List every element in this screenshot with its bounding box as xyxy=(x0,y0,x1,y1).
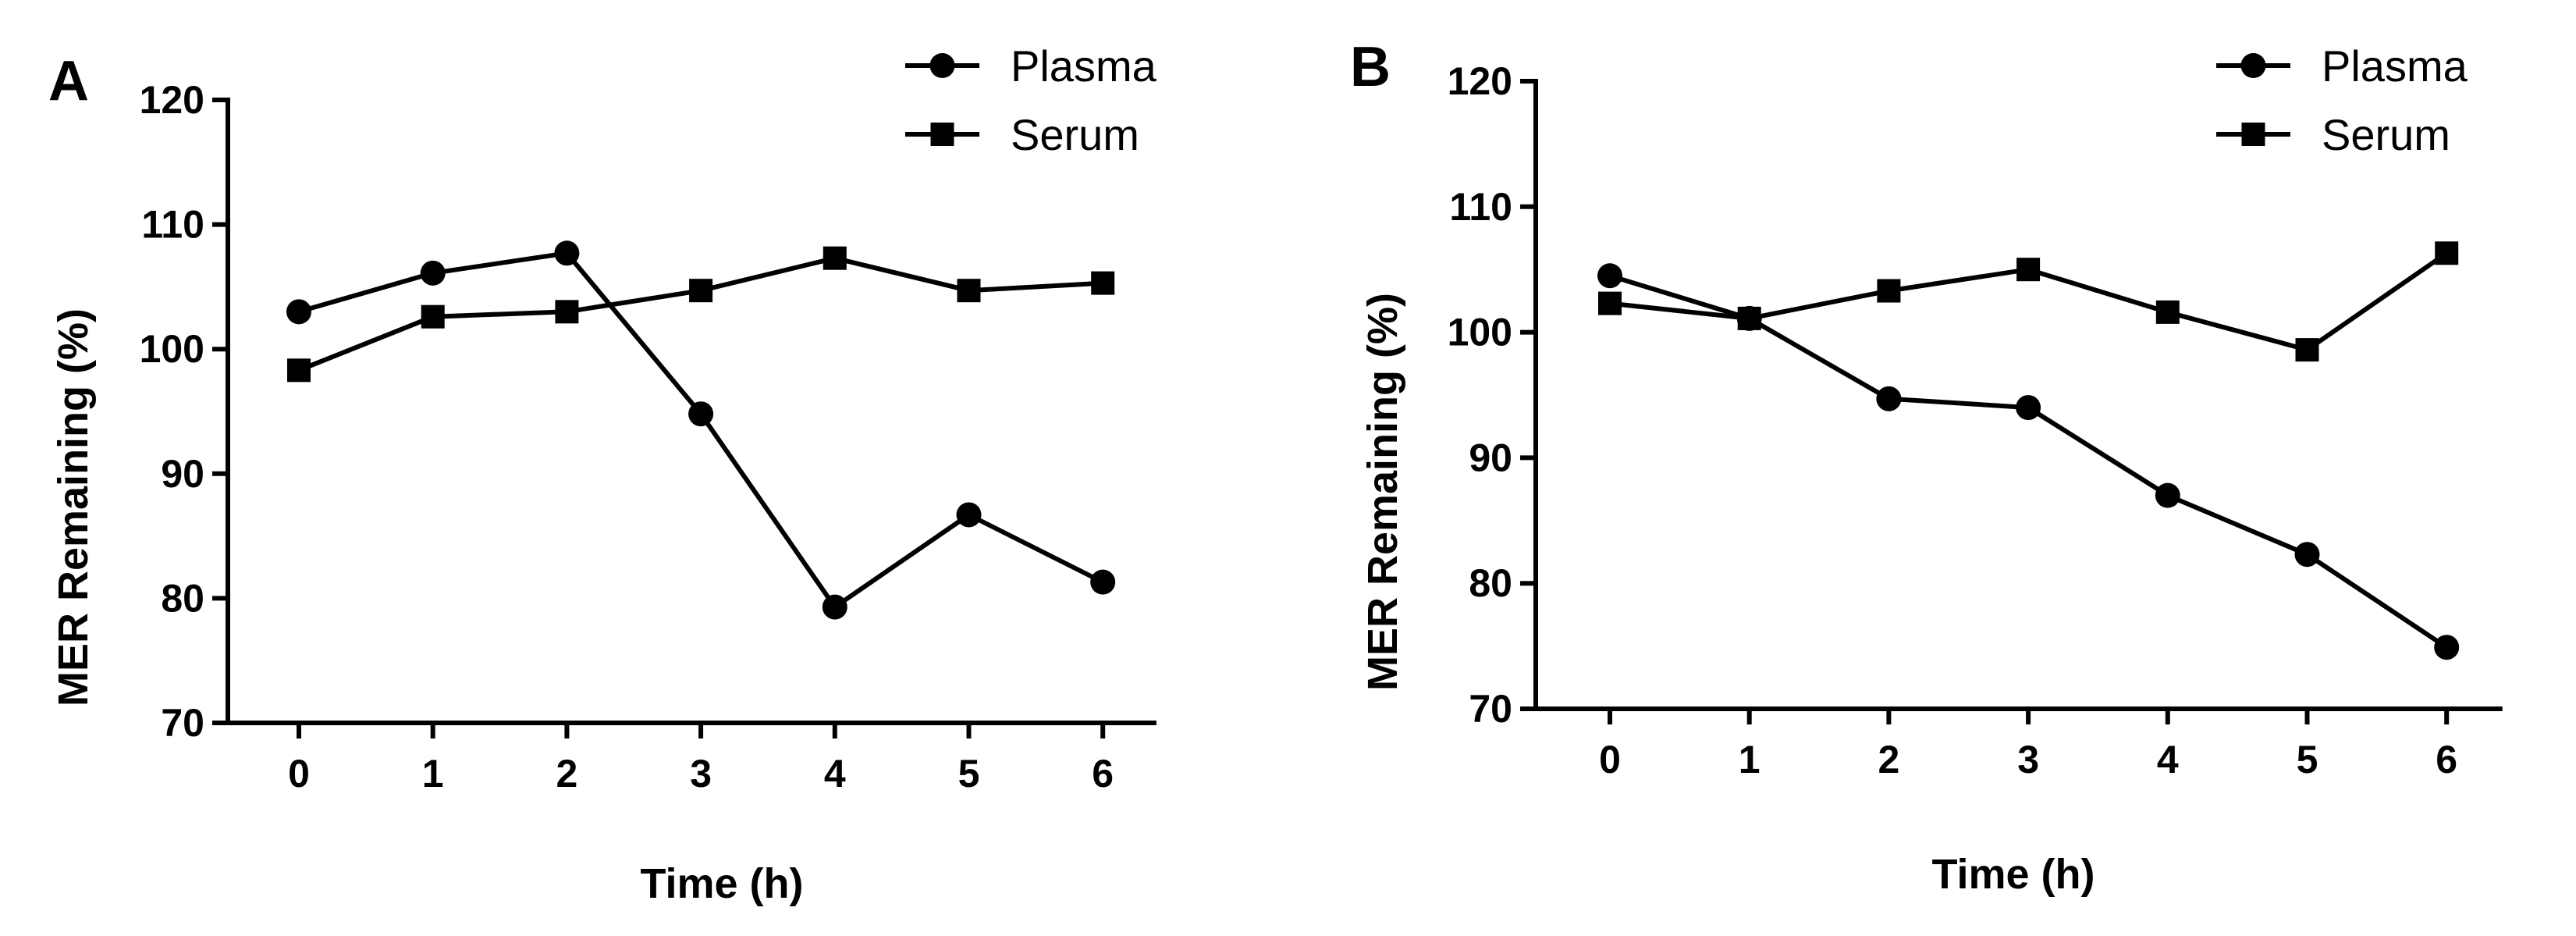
x-tick-label: 3 xyxy=(2017,738,2039,781)
data-point-serum xyxy=(1091,271,1115,295)
data-point-plasma xyxy=(956,502,982,528)
data-point-serum xyxy=(1598,291,1622,315)
legend-label: Serum xyxy=(2322,110,2450,159)
x-tick-label: 5 xyxy=(2297,738,2318,781)
x-axis-title: Time (h) xyxy=(640,860,803,907)
data-point-plasma xyxy=(286,299,311,325)
x-tick-label: 6 xyxy=(2436,738,2457,781)
x-tick-label: 0 xyxy=(288,752,310,795)
y-tick-label: 120 xyxy=(1448,59,1512,103)
legend-label: Plasma xyxy=(1011,41,1157,91)
y-tick-label: 90 xyxy=(161,452,204,496)
y-tick-label: 70 xyxy=(161,701,204,745)
data-point-plasma xyxy=(2155,482,2180,508)
data-point-serum xyxy=(689,279,713,303)
data-point-serum xyxy=(287,358,311,383)
y-tick-label: 80 xyxy=(161,576,204,620)
y-tick-label: 100 xyxy=(140,327,204,371)
y-tick-label: 80 xyxy=(1469,561,1512,605)
data-point-plasma xyxy=(1597,263,1622,289)
x-tick-label: 5 xyxy=(958,752,980,795)
data-point-plasma xyxy=(554,240,580,266)
data-point-serum xyxy=(2016,258,2041,282)
y-tick-label: 70 xyxy=(1469,687,1512,731)
data-point-plasma xyxy=(1090,569,1116,595)
data-point-plasma xyxy=(2434,635,2460,660)
x-tick-label: 4 xyxy=(2157,738,2179,781)
x-tick-label: 1 xyxy=(1739,738,1761,781)
chart-panel-b: B Time (h) MER Remaining (%) 70809010011… xyxy=(1350,36,2503,898)
chart-panel-a: A Time (h) MER Remaining (%) 70809010011… xyxy=(48,41,1157,907)
data-point-serum xyxy=(2155,300,2180,324)
x-tick-label: 2 xyxy=(556,752,577,795)
panel-label-a: A xyxy=(48,50,89,112)
panel-label-b: B xyxy=(1350,36,1391,98)
x-tick-label: 4 xyxy=(824,752,846,795)
x-tick-label: 6 xyxy=(1092,752,1114,795)
series-line-plasma xyxy=(298,251,1104,610)
legend-marker xyxy=(2241,123,2265,146)
data-point-plasma xyxy=(2016,395,2041,421)
data-point-plasma xyxy=(822,594,847,620)
y-axis-title: MER Remaining (%) xyxy=(50,308,97,706)
data-point-plasma xyxy=(420,260,446,286)
data-point-serum xyxy=(823,246,847,270)
y-tick-label: 120 xyxy=(140,78,204,122)
data-point-plasma xyxy=(688,401,714,427)
series-line-plasma xyxy=(1609,273,2448,650)
x-tick-label: 0 xyxy=(1599,738,1621,781)
legend-label: Serum xyxy=(1011,110,1139,159)
legend-marker xyxy=(929,53,955,78)
legend-marker xyxy=(2240,53,2266,78)
x-axis-title: Time (h) xyxy=(1931,851,2095,898)
data-point-serum xyxy=(421,304,445,329)
data-point-serum xyxy=(2435,241,2459,265)
y-tick-label: 100 xyxy=(1448,311,1512,354)
legend-marker xyxy=(930,123,954,146)
y-tick-label: 110 xyxy=(1449,185,1512,229)
data-point-serum xyxy=(2295,338,2319,362)
legend-label: Plasma xyxy=(2322,41,2468,91)
x-tick-label: 1 xyxy=(422,752,444,795)
data-point-plasma xyxy=(2294,542,2320,568)
data-point-serum xyxy=(1877,279,1901,303)
data-point-serum xyxy=(1737,306,1761,330)
x-tick-label: 3 xyxy=(690,752,712,795)
x-tick-label: 2 xyxy=(1878,738,1899,781)
y-axis-title: MER Remaining (%) xyxy=(1359,293,1406,691)
data-point-serum xyxy=(555,300,579,324)
data-point-plasma xyxy=(1876,386,1902,411)
y-tick-label: 90 xyxy=(1469,436,1512,479)
y-tick-label: 110 xyxy=(141,203,204,247)
data-point-serum xyxy=(957,279,981,303)
